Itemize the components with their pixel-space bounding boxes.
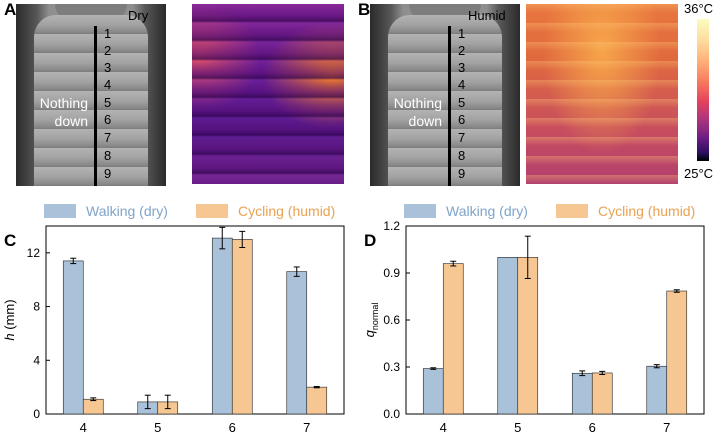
nothing-label: Nothing down: [376, 94, 442, 130]
y-tick-label: 0.0: [383, 407, 400, 421]
bar: [286, 271, 308, 415]
row-number: 1: [104, 26, 112, 41]
panel-letter: C: [4, 231, 16, 250]
x-tick-label: 4: [80, 420, 87, 434]
row-number: 3: [104, 60, 112, 75]
y-axis-label: qnormal: [362, 303, 380, 338]
row-number: 6: [104, 112, 112, 127]
bar: [62, 260, 84, 415]
x-tick-label: 5: [154, 420, 161, 434]
midline: [448, 26, 451, 186]
y-tick-label: 8: [33, 300, 40, 314]
y-tick-label: 4: [33, 353, 40, 367]
panel-a-thermal-image: [192, 4, 344, 184]
chart-d: D Walking (dry) Cycling (humid) 0.0 0.3 0.6 0.…: [362, 203, 705, 434]
bar: [231, 239, 253, 415]
legend-swatch: [404, 204, 436, 218]
chart-c: C Walking (dry) Cycling (humid) 0 4 8 12 h (mm)…: [2, 203, 345, 434]
row-number: 5: [458, 95, 466, 110]
y-tick-label: 1.2: [383, 219, 400, 233]
nothing-text: Nothing: [39, 95, 88, 111]
y-tick-label: 0.9: [383, 266, 400, 280]
panel-b-letter: B: [358, 0, 371, 19]
row-number: 3: [458, 60, 466, 75]
row-number: 9: [104, 166, 112, 181]
panel-a-letter: A: [4, 0, 17, 19]
legend-label: Cycling (humid): [238, 203, 335, 219]
y-axis-label: h (mm): [2, 299, 17, 340]
panel-a-photo: Dry 1 2 3 4 5 6 7 8 9 Nothing down: [16, 4, 166, 186]
panel-b-thermal-image: [526, 4, 678, 184]
bar: [497, 257, 519, 415]
nothing-label: Nothing down: [22, 94, 88, 130]
legend-label: Walking (dry): [86, 203, 168, 219]
bar: [82, 398, 104, 415]
legend-label: Walking (dry): [446, 203, 528, 219]
row-number: 2: [458, 43, 466, 58]
row-number: 4: [458, 77, 466, 92]
row-number: 5: [104, 95, 112, 110]
x-tick-label: 7: [303, 420, 310, 434]
legend-swatch: [44, 204, 76, 218]
y-tick-label: 12: [27, 246, 41, 260]
x-tick-label: 6: [229, 420, 236, 434]
y-tick-label: 0: [33, 407, 40, 421]
x-tick-label: 6: [589, 420, 596, 434]
colorbar-max-label: 36°C: [684, 1, 714, 16]
row-number: 8: [458, 148, 466, 163]
x-tick-label: 5: [514, 420, 521, 434]
bar: [666, 290, 688, 415]
x-tick-label: 7: [663, 420, 670, 434]
y-tick-label: 0.6: [383, 313, 400, 327]
row-number: 6: [458, 112, 466, 127]
vest-body: [388, 14, 502, 186]
panel-b-photo: Humid 1 2 3 4 5 6 7 8 9 Nothing down: [370, 4, 520, 186]
row-number: 1: [458, 26, 466, 41]
midline: [94, 26, 97, 186]
row-number: 8: [104, 148, 112, 163]
row-number: 7: [458, 130, 466, 145]
row-number: 9: [458, 166, 466, 181]
down-text: down: [54, 113, 88, 129]
legend-swatch: [196, 204, 228, 218]
condition-label: Humid: [468, 8, 506, 23]
panel-letter: D: [364, 231, 376, 250]
bar: [306, 386, 328, 415]
plot-frame: [45, 225, 345, 415]
row-number: 7: [104, 130, 112, 145]
nothing-text: Nothing: [393, 95, 442, 111]
bar: [422, 368, 444, 415]
row-number: 2: [104, 43, 112, 58]
colorbar-min-label: 25°C: [684, 166, 714, 181]
down-text: down: [408, 113, 442, 129]
bar: [442, 263, 464, 415]
legend-label: Cycling (humid): [598, 203, 695, 219]
bar: [211, 237, 233, 415]
condition-label: Dry: [128, 8, 149, 23]
y-tick-label: 0.3: [383, 360, 400, 374]
bar: [517, 257, 539, 415]
bar: [571, 372, 593, 415]
temperature-colorbar: [697, 19, 709, 161]
bar: [646, 365, 668, 415]
vest-body: [34, 14, 148, 186]
row-number: 4: [104, 77, 112, 92]
legend-swatch: [556, 204, 588, 218]
x-tick-label: 4: [440, 420, 447, 434]
bar: [591, 372, 613, 415]
